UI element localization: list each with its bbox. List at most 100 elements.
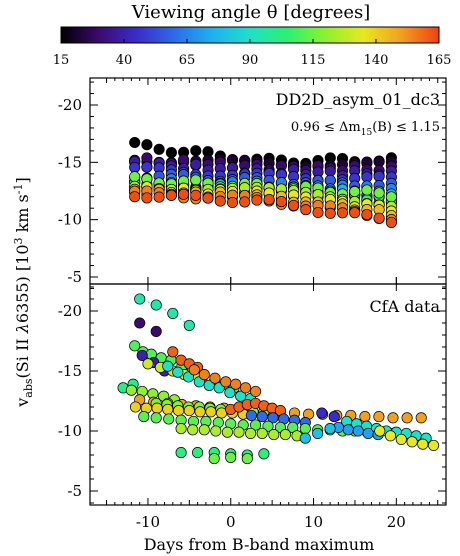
cfa-point — [221, 426, 233, 438]
cfa-point — [417, 438, 429, 450]
model-point — [385, 216, 397, 228]
model-point — [373, 187, 385, 199]
model-point — [129, 171, 141, 183]
cfa-point — [175, 447, 187, 459]
cfa-point — [209, 372, 221, 384]
colorbar-ticks: 15 40 65 90 115 140 165 — [53, 39, 452, 68]
cfa-point — [150, 325, 162, 337]
cfa-point — [183, 405, 195, 417]
cfa-point — [256, 427, 268, 439]
x-tick-label: 0 — [226, 513, 236, 531]
cfa-point — [175, 423, 187, 435]
model-point — [385, 191, 397, 203]
cfa-point — [267, 412, 279, 424]
model-point — [361, 208, 373, 221]
cfa-point — [415, 412, 427, 424]
cfa-point — [150, 412, 162, 424]
y-tick-label: -10 — [58, 211, 82, 229]
bottom-panel-points — [117, 293, 440, 465]
model-point — [190, 189, 202, 201]
cfa-point — [312, 427, 324, 439]
model-point — [349, 186, 361, 198]
cfa-point — [192, 447, 204, 459]
cfa-point — [384, 430, 397, 442]
y-tick-label: -10 — [58, 422, 82, 440]
colorbar-title: Viewing angle θ [degrees] — [131, 2, 371, 23]
cfa-point — [373, 411, 385, 423]
cfa-point — [401, 412, 413, 424]
cfa-trend-line — [139, 298, 190, 326]
model-point — [214, 195, 226, 207]
cfa-point — [240, 382, 252, 394]
model-point — [129, 136, 141, 149]
model-point — [226, 196, 239, 209]
cfa-point — [230, 378, 242, 390]
model-point — [349, 207, 361, 219]
model-point — [141, 139, 153, 151]
cfa-point — [125, 384, 137, 396]
cfa-point — [136, 349, 148, 361]
cfa-point — [262, 420, 274, 432]
cfa-point — [359, 411, 371, 423]
model-point — [190, 174, 202, 186]
x-tick-label: 10 — [304, 513, 323, 531]
cfa-point — [352, 425, 364, 437]
cfa-point — [224, 387, 236, 399]
cfa-point — [208, 453, 220, 465]
cfa-point — [250, 385, 262, 397]
model-point — [263, 194, 275, 206]
colorbar-tick-label: 15 — [53, 53, 70, 68]
cfa-point — [129, 340, 141, 352]
cfa-point — [316, 407, 328, 419]
cfa-point — [245, 409, 257, 421]
cfa-point — [150, 299, 162, 311]
cfa-point — [362, 427, 374, 439]
cfa-point — [387, 412, 399, 424]
cfa-point — [328, 411, 340, 423]
y-tick-label: -15 — [58, 362, 82, 380]
cfa-point — [225, 451, 237, 463]
cfa-point — [256, 411, 268, 423]
cfa-point — [167, 346, 179, 358]
cfa-point — [250, 419, 262, 431]
cfa-point — [279, 429, 291, 441]
model-label: DD2D_asym_01_dc3 — [276, 90, 440, 109]
cfa-point — [134, 317, 146, 329]
model-point — [153, 143, 165, 155]
model-point — [288, 199, 300, 211]
model-point — [129, 161, 141, 173]
model-point — [178, 188, 190, 200]
cfa-point — [245, 427, 257, 439]
cfa-point — [205, 406, 217, 418]
cfa-point — [129, 401, 142, 413]
model-point — [190, 158, 202, 170]
model-point — [373, 212, 385, 224]
cfa-point — [210, 425, 222, 437]
cfa-point — [428, 439, 440, 451]
model-point — [239, 196, 251, 208]
axis-ticks: -10 0 10 20 -20 -15 -10 -5 -20 -15 -10 -5 — [58, 78, 446, 531]
colorbar-tick-label: 165 — [427, 53, 452, 68]
x-axis-label: Days from B-band maximum — [144, 535, 375, 554]
top-panel-points — [129, 136, 397, 228]
cfa-point — [187, 424, 199, 436]
cfa-point — [188, 364, 200, 376]
cfa-point — [324, 423, 336, 435]
colorbar-tick-label: 140 — [364, 53, 389, 68]
y-tick-label: -20 — [58, 96, 82, 114]
x-tick-label: 20 — [387, 513, 406, 531]
y-tick-label: -5 — [67, 482, 82, 500]
colorbar-tick-label: 115 — [301, 53, 326, 68]
model-point — [190, 145, 202, 157]
model-point — [373, 170, 385, 182]
cfa-point — [162, 403, 174, 415]
x-tick-label: -10 — [136, 513, 160, 531]
cfa-point — [233, 426, 245, 438]
y-tick-label: -15 — [58, 153, 82, 171]
model-point — [251, 194, 263, 206]
cfa-point — [268, 429, 280, 441]
cfa-point — [220, 376, 232, 388]
cfa-point — [138, 411, 150, 423]
model-point — [141, 152, 153, 164]
